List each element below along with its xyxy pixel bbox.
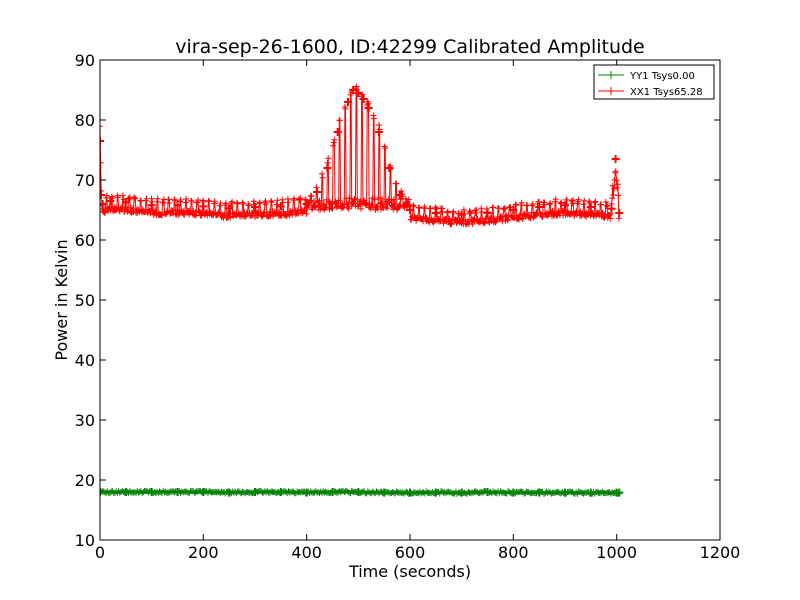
data-point: [251, 203, 259, 211]
data-point: [457, 210, 466, 219]
y-tick-label: 90: [75, 51, 95, 70]
data-point: [607, 204, 616, 213]
data-point: [615, 209, 624, 217]
data-point: [121, 488, 130, 496]
data-point: [251, 488, 259, 496]
data-point: [431, 209, 440, 217]
y-tick-label: 60: [75, 231, 95, 250]
legend-box: [593, 64, 715, 100]
data-point: [225, 488, 234, 497]
data-point: [406, 488, 414, 497]
data-point: [121, 198, 130, 207]
data-point: [173, 488, 182, 496]
data-point: [431, 488, 440, 497]
data-point: [199, 202, 208, 211]
series-layer: [100, 83, 624, 497]
data-point: [535, 203, 544, 211]
data-point: [323, 164, 332, 172]
data-point: [586, 203, 595, 211]
data-point: [509, 206, 518, 214]
x-tick-label: 1200: [700, 543, 741, 562]
data-point: [276, 202, 285, 211]
data-point: [147, 201, 156, 210]
data-point: [225, 204, 234, 213]
data-point: [375, 128, 383, 136]
data-point: [100, 191, 106, 199]
data-point: [302, 488, 311, 497]
legend-swatch-marker: [607, 71, 615, 79]
x-tick-label: 1000: [596, 543, 637, 562]
data-point: [100, 488, 104, 496]
y-tick-label: 20: [75, 471, 95, 490]
y-tick-label: 30: [75, 411, 95, 430]
data-point: [328, 488, 337, 496]
x-tick-label: 600: [395, 543, 426, 562]
x-tick-label: 0: [95, 543, 105, 562]
data-point: [344, 98, 352, 106]
series-yy1: [100, 487, 624, 497]
y-tick-label: 70: [75, 171, 95, 190]
data-point: [483, 488, 492, 496]
data-point: [147, 488, 156, 496]
data-point: [199, 488, 208, 496]
series-xx1: [100, 83, 624, 228]
x-tick-label: 400: [291, 543, 322, 562]
y-tick-label: 80: [75, 111, 95, 130]
data-point: [354, 488, 363, 496]
data-point: [364, 104, 373, 112]
data-point: [276, 488, 285, 496]
x-tick-label: 800: [498, 543, 529, 562]
data-point: [359, 95, 368, 103]
chart-title: vira-sep-26-1600, ID:42299 Calibrated Am…: [175, 36, 645, 58]
data-point: [561, 201, 569, 210]
data-point: [385, 164, 394, 172]
data-point: [406, 206, 414, 214]
data-point: [457, 488, 466, 497]
data-point: [100, 137, 104, 145]
legend-swatch-marker: [607, 87, 615, 95]
data-point: [302, 200, 311, 208]
legend-label: YY1 Tsys0.00: [629, 71, 695, 82]
data-point: [106, 197, 115, 205]
data-point: [509, 488, 518, 497]
legend-label: XX1 Tsys65.28: [630, 87, 703, 98]
data-point: [100, 200, 107, 208]
data-point: [483, 209, 492, 217]
y-tick-label: 10: [75, 531, 95, 550]
data-point: [561, 488, 569, 497]
y-axis: 10 20 30 40 50 60 70 80 90: [75, 51, 720, 550]
data-point: [173, 201, 182, 210]
y-axis-label: Power in Kelvin: [52, 239, 71, 360]
data-point: [313, 188, 321, 196]
x-tick-label: 200: [188, 543, 219, 562]
y-tick-label: 50: [75, 291, 95, 310]
x-axis: 0 200 400 600 800 1000 1200: [95, 60, 740, 562]
data-point: [615, 488, 624, 497]
data-point: [380, 488, 389, 497]
series-markers: [100, 83, 622, 228]
data-point: [586, 488, 595, 497]
data-point: [349, 86, 358, 94]
data-point: [395, 191, 404, 199]
y-tick-label: 40: [75, 351, 95, 370]
x-axis-label: Time (seconds): [348, 562, 471, 581]
data-point: [535, 488, 544, 497]
data-point: [354, 89, 363, 97]
legend: YY1 Tsys0.00 XX1 Tsys65.28: [593, 64, 715, 100]
data-point: [333, 128, 342, 136]
data-point: [611, 155, 620, 163]
